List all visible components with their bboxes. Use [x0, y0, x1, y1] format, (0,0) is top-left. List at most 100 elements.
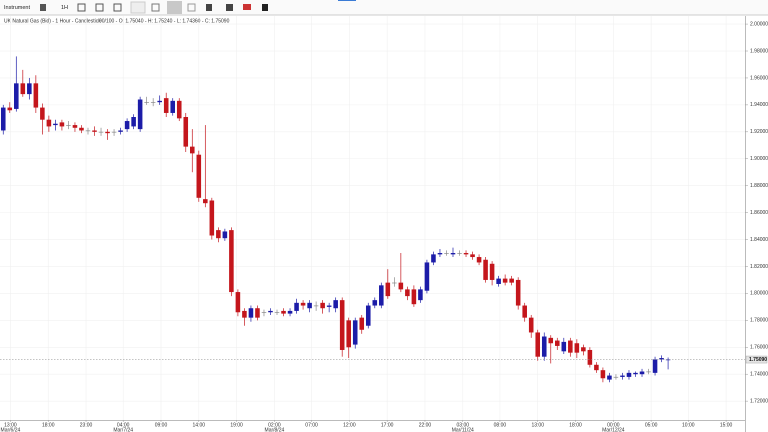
candle-body	[339, 300, 345, 350]
x-date-label: Mar/8/24	[265, 427, 285, 432]
candle-body	[346, 320, 351, 348]
instrument-button[interactable]: Instrument	[4, 5, 30, 11]
candle-body	[581, 347, 586, 352]
grid-icon[interactable]	[187, 3, 196, 12]
candle-body	[457, 253, 462, 254]
candle-body	[424, 262, 430, 291]
x-tick-label: 00:00	[607, 422, 620, 428]
candle-body	[7, 107, 13, 111]
candle-body	[646, 371, 651, 373]
last-price-tag	[745, 355, 768, 364]
ohlc-readout: 90/100 - O: 1.75040 - H: 1.75240 - L: 1.…	[99, 18, 230, 24]
candle-body	[0, 107, 6, 131]
x-date-label: Mar/7/24	[113, 427, 133, 432]
candle-body	[20, 83, 26, 95]
x-tick-label: 13:00	[531, 422, 544, 428]
candle-body	[111, 131, 117, 133]
y-tick-label: 1.92000	[750, 129, 768, 135]
candle-body	[222, 231, 228, 239]
y-tick-label: 1.72000	[750, 398, 768, 404]
candle-body	[189, 146, 195, 154]
candle-body	[144, 102, 149, 103]
candle-body	[502, 278, 508, 283]
interval-button[interactable]: 1H	[61, 5, 68, 11]
disabled-button[interactable]	[130, 1, 146, 14]
x-tick-label: 03:00	[457, 422, 470, 428]
candle-body	[163, 98, 169, 113]
candle-body	[255, 308, 260, 318]
x-tick-label: 19:00	[230, 422, 243, 428]
crosshair-button[interactable]	[167, 1, 182, 14]
settings-icon[interactable]	[226, 4, 233, 11]
x-tick-label: 14:00	[193, 422, 206, 428]
candle-body	[196, 154, 202, 198]
candle-body	[27, 83, 32, 95]
candle-body	[496, 278, 501, 284]
candle-body	[261, 312, 267, 313]
candle-body	[594, 364, 599, 371]
candle-body	[216, 230, 221, 239]
candle-body	[372, 300, 378, 306]
candle-body	[137, 99, 143, 130]
chart-type-icon[interactable]	[40, 4, 46, 11]
indicator-icon[interactable]	[206, 4, 212, 11]
candle-body	[398, 282, 404, 290]
copy-icon[interactable]	[262, 4, 268, 11]
candle-body	[242, 310, 247, 318]
line-tool-icon[interactable]	[77, 3, 86, 12]
candle-body	[118, 130, 123, 132]
candle-body	[633, 372, 638, 375]
y-tick-label: 1.78000	[750, 318, 768, 324]
candle-body	[333, 300, 338, 309]
candle-body	[463, 253, 469, 255]
x-tick-label: 09:00	[155, 422, 168, 428]
candle-body	[46, 119, 52, 127]
candle-body	[176, 100, 182, 119]
x-tick-label: 22:00	[419, 422, 432, 428]
candle-body	[528, 317, 534, 333]
toolbar-bg	[0, 0, 768, 15]
candle-body	[450, 253, 456, 255]
candle-body	[665, 359, 671, 361]
x-tick-label: 08:00	[494, 422, 507, 428]
x-date-label: Mar/12/24	[602, 427, 625, 432]
zoom-icon[interactable]	[113, 3, 122, 12]
candle-body	[541, 336, 547, 357]
candle-body	[411, 289, 417, 305]
y-tick-label: 1.76000	[750, 345, 768, 351]
x-tick-label: 18:00	[42, 422, 55, 428]
candle-body	[274, 312, 280, 313]
candle-body	[157, 100, 162, 103]
candle-body	[515, 279, 521, 306]
candle-body	[568, 340, 573, 353]
candle-body	[170, 100, 176, 113]
x-tick-label: 17:00	[381, 422, 394, 428]
candle-body	[659, 358, 664, 360]
candle-body	[489, 263, 495, 280]
candle-body	[72, 125, 78, 128]
candle-body	[587, 349, 593, 365]
candle-body	[607, 375, 612, 380]
plot-area	[0, 16, 746, 432]
candle-body	[574, 343, 580, 353]
y-tick-label: 1.82000	[750, 264, 768, 270]
candle-body	[392, 282, 397, 284]
flag-icon[interactable]	[243, 4, 251, 10]
y-tick-label: 1.80000	[750, 291, 768, 297]
candle-body	[359, 317, 365, 330]
candle-body	[203, 199, 208, 204]
draw-tool-icon[interactable]	[95, 3, 104, 12]
x-tick-label: 02:00	[268, 422, 281, 428]
candle-body	[561, 341, 567, 352]
x-tick-label: 10:00	[682, 422, 695, 428]
candle-body	[209, 200, 215, 236]
candle-body	[379, 285, 384, 306]
y-tick-label: 2.00000	[750, 21, 768, 27]
x-tick-label: 13:00	[4, 422, 17, 428]
x-tick-label: 23:00	[80, 422, 93, 428]
x-date-label: Mar/6/24	[1, 427, 21, 432]
layout-icon[interactable]	[151, 3, 160, 12]
candle-body	[268, 310, 273, 313]
y-tick-label: 1.98000	[750, 48, 768, 54]
y-tick-label: 1.88000	[750, 183, 768, 189]
